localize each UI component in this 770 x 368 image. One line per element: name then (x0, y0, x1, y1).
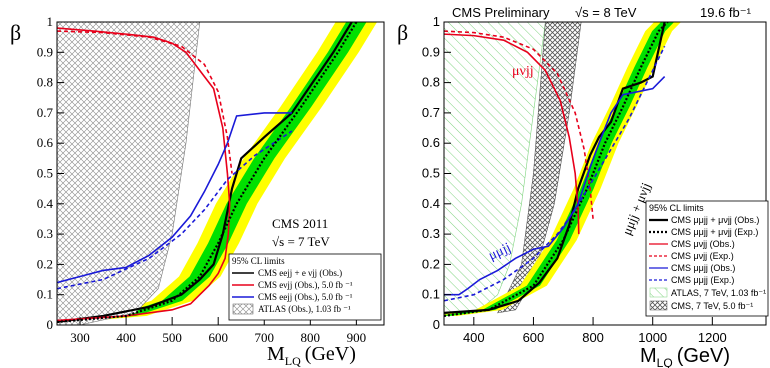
right-chart-panel: 0 0.1 0.2 0.3 0.4 0.5 0.6 0.7 0.8 0.9 1 400 600 800 10… (397, 5, 769, 368)
left-legend: 95% CL limits CMS eejj + e νjj (Obs.) CM… (228, 253, 382, 321)
two-sigma-band (57, 22, 378, 322)
right-title-luminosity: 19.6 fb⁻¹ (700, 5, 752, 20)
right-title-experiment: CMS Preliminary (452, 5, 550, 20)
x-tick-label: 800 (582, 330, 604, 345)
y-tick-label: 0.4 (422, 196, 440, 211)
series-line (444, 22, 666, 314)
left-legend-entry: ATLAS (Obs.), 1.03 fb ⁻¹ (258, 304, 351, 314)
left-legend-entry: CMS eejj + e νjj (Obs.) (258, 268, 342, 278)
left-x-axis-label: MLQ (GeV) (267, 343, 356, 368)
right-legend-entry: CMS μνjj (Obs.) (671, 239, 735, 249)
series-line (444, 22, 669, 318)
y-tick-label: 0.2 (37, 256, 53, 271)
y-tick-label: 0.5 (422, 166, 440, 181)
y-tick-label: 1 (47, 14, 54, 29)
right-title-energy: √s = 8 TeV (575, 5, 637, 20)
right-legend-entry: CMS μμjj + μνjj (Obs.) (671, 215, 759, 225)
y-tick-label: 0.1 (422, 287, 440, 302)
right-legend-entry: CMS, 7 TeV, 5.0 fb⁻¹ (671, 301, 753, 311)
y-tick-label: 0.6 (422, 135, 440, 150)
series-line (444, 45, 666, 302)
left-y-axis-label: β (10, 20, 21, 45)
y-tick-label: 0.8 (422, 75, 440, 90)
y-tick-label: 0.3 (422, 226, 440, 241)
x-tick-label: 300 (70, 330, 90, 345)
right-legend-entry: CMS μνjj (Exp.) (671, 251, 734, 261)
x-tick-label: 1000 (638, 330, 667, 345)
y-tick-label: 0.9 (37, 44, 53, 59)
right-legend-entry: CMS μμjj (Obs.) (671, 263, 735, 273)
one-sigma-band (444, 22, 675, 316)
y-tick-label: 0.9 (422, 44, 440, 59)
y-tick-label: 0.7 (422, 105, 440, 120)
right-legend: 95% CL limits CMS μμjj + μνjj (Obs.) CMS… (645, 200, 769, 317)
x-tick-label: 900 (347, 330, 367, 345)
y-tick-label: 0.1 (37, 287, 53, 302)
series-line (444, 33, 580, 235)
y-tick-label: 0 (47, 317, 54, 332)
y-tick-label: 0.7 (37, 105, 54, 120)
y-tick-label: 0.8 (37, 75, 53, 90)
right-legend-entry: ATLAS, 7 TeV, 1.03 fb⁻¹ (671, 288, 766, 298)
y-tick-label: 0.6 (37, 135, 54, 150)
x-tick-label: 400 (116, 330, 136, 345)
y-tick-label: 0.4 (37, 196, 54, 211)
x-tick-label: 400 (463, 330, 485, 345)
x-tick-label: 600 (523, 330, 545, 345)
left-legend-entry: CMS eνjj (Obs.), 5.0 fb ⁻¹ (258, 280, 353, 290)
series-line (57, 130, 293, 290)
series-line (57, 22, 358, 324)
series-line (57, 112, 292, 284)
right-legend-entry: CMS μμjj + μνjj (Exp.) (671, 227, 758, 237)
series-line (57, 27, 231, 322)
series-line (57, 30, 233, 174)
right-legend-title: 95% CL limits (649, 203, 704, 213)
series-line (444, 75, 666, 296)
y-tick-label: 0.2 (422, 256, 440, 271)
right-y-axis-label: β (397, 20, 408, 45)
right-legend-entry: CMS μμjj (Exp.) (671, 275, 734, 285)
left-legend-entry: CMS eejj (Obs.), 5.0 fb ⁻¹ (258, 292, 353, 302)
right-label-muvjj: μνjj (512, 64, 534, 79)
y-tick-label: 0.5 (37, 166, 53, 181)
y-tick-label: 1 (433, 14, 440, 29)
x-tick-label: 500 (162, 330, 182, 345)
x-tick-label: 800 (301, 330, 321, 345)
x-tick-label: 700 (255, 330, 275, 345)
left-legend-title: 95% CL limits (232, 256, 285, 266)
right-x-axis-label: MLQ (GeV) (640, 345, 730, 368)
y-tick-label: 0 (433, 317, 440, 332)
left-annotation-experiment: CMS 2011 (272, 216, 328, 231)
left-chart-panel: 0 0.1 0.2 0.3 0.4 0.5 0.6 0.7 0.8 0.9 1 300 400 500 60… (10, 14, 385, 368)
x-tick-label: 600 (208, 330, 228, 345)
x-tick-label: 1200 (698, 330, 727, 345)
y-tick-label: 0.3 (37, 226, 53, 241)
left-annotation-energy: √s = 7 TeV (272, 234, 330, 249)
one-sigma-band (57, 22, 367, 322)
atlas-excluded-region (57, 22, 201, 325)
